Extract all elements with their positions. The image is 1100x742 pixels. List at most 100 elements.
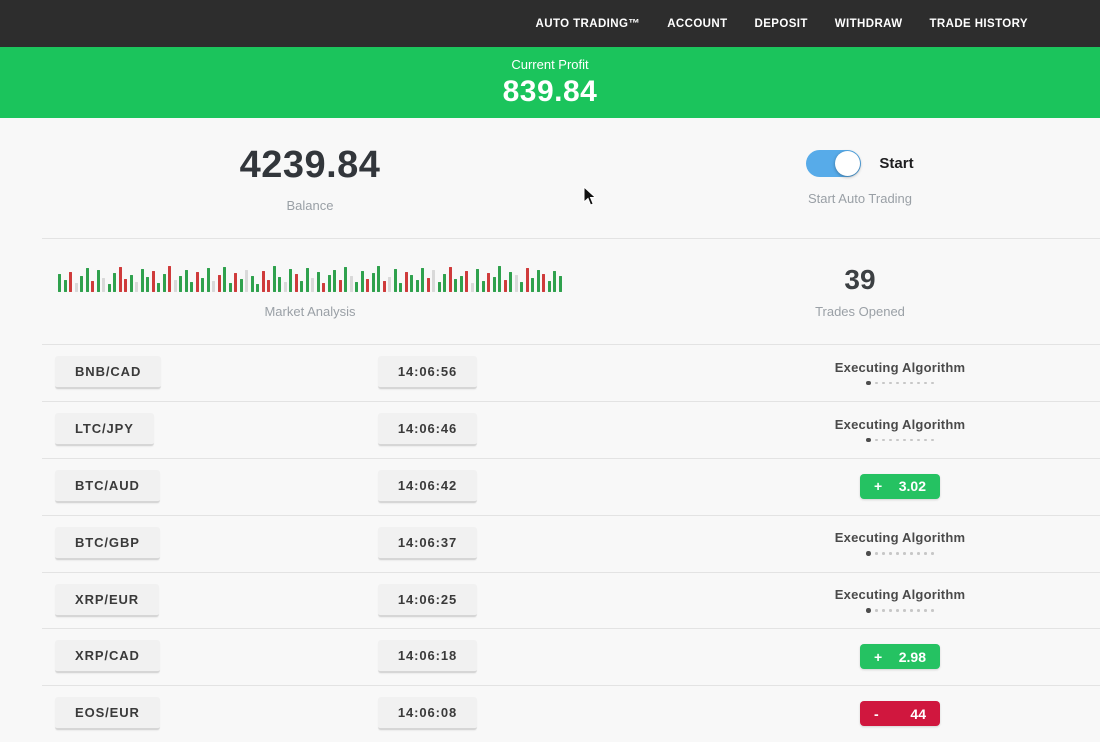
market-bar <box>349 275 353 292</box>
progress-dot <box>875 438 878 442</box>
market-bar <box>96 269 100 292</box>
market-bar <box>542 273 546 292</box>
progress-dot <box>866 551 871 556</box>
market-bar <box>69 271 73 292</box>
executing-status: Executing Algorithm <box>835 417 965 443</box>
market-bar <box>157 282 161 292</box>
trade-status-cell: Executing Algorithm <box>797 587 1003 613</box>
market-bar <box>294 273 298 292</box>
progress-dot <box>917 552 920 555</box>
market-bar <box>547 280 551 292</box>
market-bar <box>355 281 359 292</box>
profit-badge: +3.02 <box>860 473 940 499</box>
market-bar <box>190 281 194 292</box>
profit-banner-label: Current Profit <box>511 56 589 72</box>
badge-sign: + <box>874 648 883 665</box>
market-bar <box>393 268 397 292</box>
market-bar <box>498 265 502 292</box>
trade-pair-chip: BNB/CAD <box>55 355 162 389</box>
progress-dot <box>875 552 878 555</box>
progress-dot <box>924 438 927 442</box>
market-bar <box>470 282 474 292</box>
market-bar <box>410 274 414 292</box>
market-bar <box>256 283 260 292</box>
executing-status: Executing Algorithm <box>835 360 965 386</box>
trade-pair-chip: BTC/GBP <box>55 526 160 560</box>
market-bar <box>437 281 441 292</box>
progress-dot <box>889 609 892 612</box>
market-bar <box>135 281 139 292</box>
balance-section: 4239.84 Balance Start Start Auto Trading <box>0 118 1100 238</box>
market-bar <box>151 270 155 292</box>
progress-dot <box>882 552 885 555</box>
market-bar <box>245 269 249 292</box>
trades-opened-label: Trades Opened <box>815 303 905 319</box>
toggle-caption: Start Auto Trading <box>807 191 913 206</box>
progress-dot <box>866 437 871 443</box>
toggle-knob <box>835 151 861 176</box>
market-bar <box>113 272 117 292</box>
progress-dot <box>931 438 934 442</box>
market-bar <box>509 271 513 292</box>
executing-status-label: Executing Algorithm <box>834 587 966 603</box>
market-bar <box>278 276 282 292</box>
market-bar <box>118 266 122 292</box>
loss-badge: - 44 <box>860 701 940 727</box>
trade-status-cell: - 44 <box>797 701 1003 727</box>
nav-item[interactable]: ACCOUNT <box>667 17 728 30</box>
market-bar <box>338 279 342 292</box>
badge-value: 44 <box>910 705 926 722</box>
market-bar <box>382 280 386 292</box>
executing-status-label: Executing Algorithm <box>834 530 966 546</box>
market-bar <box>426 277 430 292</box>
nav-item[interactable]: AUTO TRADING™ <box>535 17 641 30</box>
mouse-cursor <box>583 186 597 206</box>
market-bar <box>129 274 133 292</box>
market-bar <box>184 269 188 292</box>
progress-dot <box>924 609 927 612</box>
market-bar <box>432 269 436 292</box>
progress-dot <box>889 381 892 385</box>
progress-dot <box>896 609 899 612</box>
progress-dot <box>866 608 871 613</box>
market-bar <box>63 279 67 292</box>
trade-time-chip: 14:06:18 <box>377 640 478 674</box>
market-bar <box>503 279 507 292</box>
market-bar <box>102 277 106 292</box>
market-bar <box>267 279 271 292</box>
progress-dot <box>931 609 934 612</box>
nav-item[interactable]: TRADE HISTORY <box>929 17 1028 30</box>
trade-status-cell: +2.98 <box>797 644 1003 670</box>
market-bar <box>85 267 89 292</box>
progress-dot <box>931 381 934 385</box>
nav-item[interactable]: WITHDRAW <box>834 17 903 30</box>
market-bar <box>443 273 447 292</box>
auto-trading-toggle[interactable] <box>806 150 862 177</box>
market-bar <box>300 280 304 292</box>
badge-value: 2.98 <box>898 648 926 665</box>
market-bar <box>74 282 78 292</box>
progress-dot <box>924 552 927 555</box>
trade-status-cell: Executing Algorithm <box>797 530 1003 556</box>
market-bar <box>305 267 309 292</box>
market-bar <box>525 267 529 292</box>
market-bar <box>179 275 183 292</box>
market-bar <box>107 283 111 292</box>
trade-time-chip: 14:06:37 <box>377 526 478 560</box>
trade-time-chip: 14:06:25 <box>377 583 478 617</box>
progress-dot <box>917 381 920 385</box>
executing-status: Executing Algorithm <box>835 530 965 556</box>
market-bar <box>481 280 485 292</box>
market-analysis-chart <box>58 264 562 292</box>
market-bar <box>168 265 172 292</box>
progress-dot <box>917 438 920 442</box>
progress-dot <box>903 438 906 442</box>
market-bar <box>228 282 232 292</box>
progress-dot <box>866 380 871 386</box>
market-bar <box>520 281 524 292</box>
nav-item[interactable]: DEPOSIT <box>754 17 808 30</box>
progress-dots <box>866 608 934 613</box>
market-bar <box>58 273 62 292</box>
market-bar <box>421 267 425 292</box>
trade-pair-chip: EOS/EUR <box>55 697 160 731</box>
